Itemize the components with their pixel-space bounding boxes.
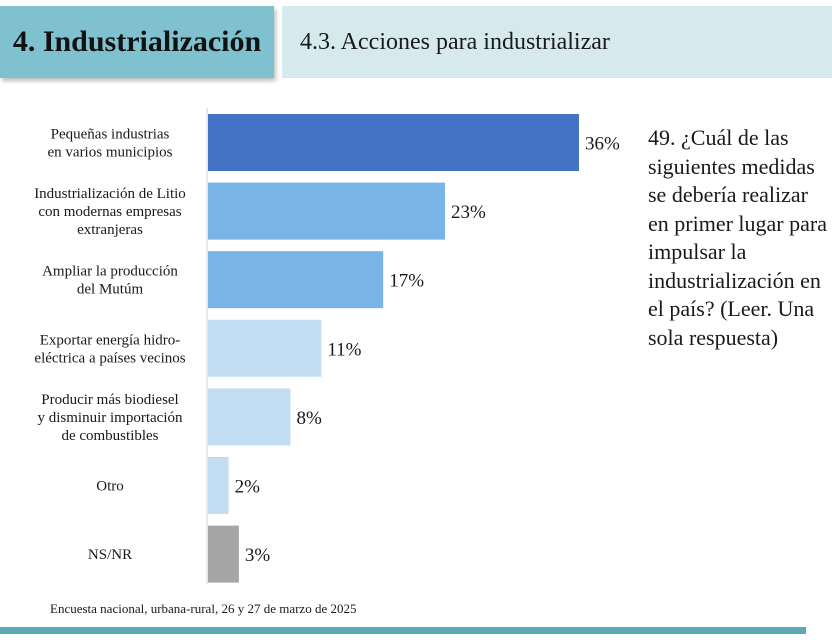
bar-3 bbox=[208, 319, 322, 377]
bar-5 bbox=[208, 457, 229, 514]
section-title: 4. Industrialización bbox=[0, 6, 274, 78]
footnote: Encuesta nacional, urbana-rural, 26 y 27… bbox=[50, 601, 357, 616]
category-label-3: Exportar energía hidro-eléctrica a paíse… bbox=[34, 332, 185, 366]
bar-6 bbox=[208, 525, 239, 583]
value-label-2: 17% bbox=[389, 271, 424, 292]
section-title-text: 4. Industrialización bbox=[12, 25, 262, 58]
category-label-1-line-2: extranjeras bbox=[77, 222, 143, 238]
category-label-1: Industrialización de Litio con modernas e… bbox=[34, 186, 186, 238]
category-label-6-line-0: NS/NR bbox=[88, 547, 132, 563]
category-label-2-line-0: Ampliar la producción bbox=[42, 264, 178, 280]
category-label-5-line-0: Otro bbox=[96, 479, 124, 495]
category-label-2-line-1: del Mutúm bbox=[77, 282, 144, 298]
value-label-0: 36% bbox=[585, 134, 620, 155]
category-label-0-line-0: Pequeñas industrias bbox=[51, 127, 170, 143]
bar-2 bbox=[208, 251, 384, 309]
value-label-5: 2% bbox=[235, 477, 261, 498]
subsection-title: 4.3. Acciones para industrializar bbox=[282, 6, 832, 78]
bar-4 bbox=[208, 388, 291, 446]
category-label-4-line-1: y disminuir importación bbox=[38, 410, 183, 426]
subsection-title-text: 4.3. Acciones para industrializar bbox=[300, 28, 610, 55]
category-label-1-line-0: Industrialización de Litio bbox=[34, 186, 186, 202]
category-label-6: NS/NR bbox=[88, 547, 132, 563]
value-label-4: 8% bbox=[296, 408, 322, 429]
value-label-1: 23% bbox=[451, 202, 486, 223]
category-label-0-line-1: en varios municipios bbox=[48, 145, 173, 161]
category-label-4: Producir más biodiesel y disminuir import… bbox=[38, 392, 183, 444]
value-label-6: 3% bbox=[245, 545, 271, 566]
category-label-5: Otro bbox=[96, 479, 124, 495]
category-label-3-line-0: Exportar energía hidro- bbox=[40, 332, 181, 348]
category-label-4-line-0: Producir más biodiesel bbox=[41, 392, 178, 408]
category-label-3-line-1: eléctrica a países vecinos bbox=[34, 350, 185, 366]
category-label-2: Ampliar la producción del Mutúm bbox=[42, 264, 178, 298]
bar-1 bbox=[208, 182, 446, 240]
bar-chart: 36% Pequeñas industrias en varios municipi… bbox=[34, 108, 620, 584]
category-label-1-line-1: con modernas empresas bbox=[38, 204, 181, 220]
value-label-3: 11% bbox=[327, 339, 361, 360]
category-label-0: Pequeñas industrias en varios municipios bbox=[48, 127, 173, 161]
question-text: 49. ¿Cuál de las siguientes medidas se d… bbox=[648, 125, 827, 350]
bar-0 bbox=[208, 114, 579, 171]
category-label-4-line-2: de combustibles bbox=[61, 428, 158, 444]
bottom-bar bbox=[0, 627, 806, 634]
